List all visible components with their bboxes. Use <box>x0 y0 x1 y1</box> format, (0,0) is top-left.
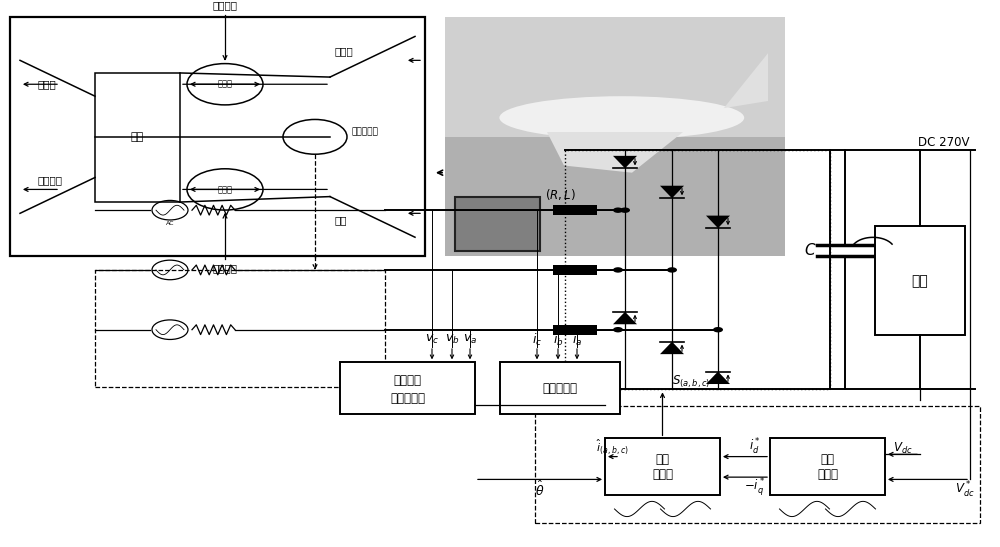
Text: $v_c$: $v_c$ <box>425 333 439 346</box>
Bar <box>455 196 540 251</box>
Text: 燃烧室: 燃烧室 <box>218 185 232 194</box>
Bar <box>535 406 980 522</box>
Text: AC: AC <box>166 221 174 226</box>
Text: 压气机: 压气机 <box>335 46 354 56</box>
Bar <box>553 205 597 215</box>
Text: $i_a$: $i_a$ <box>572 331 582 347</box>
Polygon shape <box>660 342 684 354</box>
Bar <box>565 150 830 389</box>
Text: 航空煤油: 航空煤油 <box>212 1 238 10</box>
Polygon shape <box>613 156 637 168</box>
Text: $\hat{\theta}$: $\hat{\theta}$ <box>535 480 545 499</box>
Text: 涡轮: 涡轮 <box>131 132 144 142</box>
Text: $V_{dc}$: $V_{dc}$ <box>893 441 913 456</box>
Text: $i_c$: $i_c$ <box>532 331 542 347</box>
Bar <box>500 362 620 414</box>
Text: 同轴发电机: 同轴发电机 <box>352 127 379 136</box>
Text: $(R,L)$: $(R,L)$ <box>545 188 575 202</box>
Circle shape <box>613 327 623 333</box>
Text: 燃烧室: 燃烧室 <box>218 80 232 89</box>
Text: $\hat{i}_{(a,b,c)}$: $\hat{i}_{(a,b,c)}$ <box>596 438 629 456</box>
Bar <box>875 226 965 335</box>
Bar <box>95 270 385 387</box>
Text: 电网同步: 电网同步 <box>394 374 422 387</box>
Polygon shape <box>613 312 637 324</box>
Text: $i_b$: $i_b$ <box>553 331 563 347</box>
Text: （锁相环）: （锁相环） <box>390 392 425 405</box>
Circle shape <box>620 207 630 213</box>
Polygon shape <box>724 53 768 108</box>
Bar <box>445 18 785 257</box>
Text: 航空煤油: 航空煤油 <box>212 263 238 274</box>
Text: DC 270V: DC 270V <box>918 136 970 149</box>
Polygon shape <box>547 132 683 173</box>
Bar <box>553 265 597 275</box>
Text: 负载: 负载 <box>912 274 928 288</box>
Text: 电流
控制器: 电流 控制器 <box>652 453 673 481</box>
Text: $S_{(a,b,c)}$: $S_{(a,b,c)}$ <box>672 373 711 389</box>
Text: $v_b$: $v_b$ <box>445 333 459 346</box>
Circle shape <box>667 267 677 272</box>
Text: 空气: 空气 <box>335 216 348 225</box>
Text: $C$: $C$ <box>804 242 816 258</box>
Circle shape <box>613 207 623 213</box>
Bar <box>445 18 785 137</box>
Polygon shape <box>706 371 730 384</box>
Text: $v_a$: $v_a$ <box>463 333 477 346</box>
Text: $-i_q^*$: $-i_q^*$ <box>744 476 766 498</box>
Bar <box>553 325 597 335</box>
Text: 电流传感器: 电流传感器 <box>542 382 578 394</box>
Bar <box>770 438 885 496</box>
Polygon shape <box>706 216 730 228</box>
Bar <box>445 18 785 257</box>
Bar <box>340 362 475 414</box>
Circle shape <box>713 327 723 333</box>
Ellipse shape <box>499 96 744 139</box>
Text: 电压
控制器: 电压 控制器 <box>817 453 838 481</box>
Text: 尾喷管: 尾喷管 <box>38 79 57 89</box>
Bar <box>605 438 720 496</box>
Text: 高温燃气: 高温燃气 <box>38 175 63 185</box>
Polygon shape <box>660 186 684 198</box>
Bar <box>95 73 180 202</box>
Circle shape <box>613 267 623 272</box>
Text: $V_{dc}^*$: $V_{dc}^*$ <box>955 480 975 501</box>
Bar <box>10 18 425 257</box>
Text: $i_d^*$: $i_d^*$ <box>749 437 761 457</box>
